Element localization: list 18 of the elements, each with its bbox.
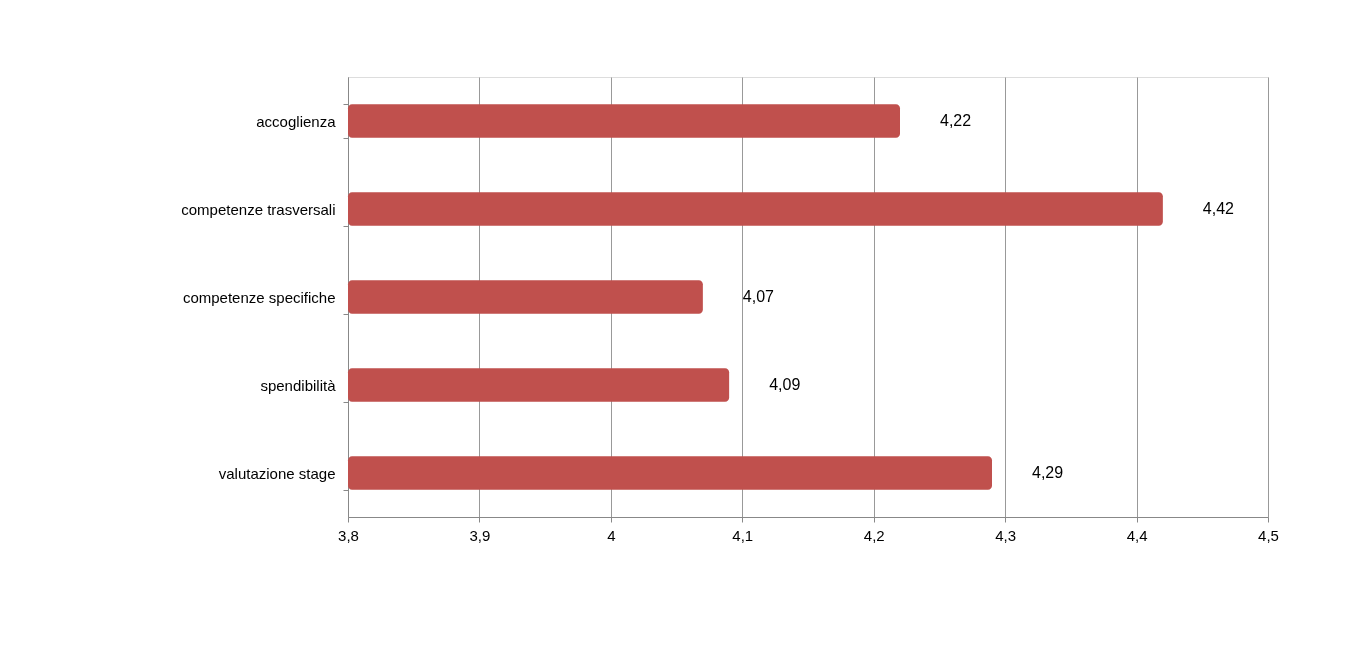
y-tick-label: valutazione stage: [218, 464, 336, 482]
data-label: 4,22: [940, 112, 972, 129]
x-tick-label: 4: [607, 526, 616, 544]
x-tick-label: 4,3: [995, 526, 1017, 544]
x-tick-label: 3,8: [338, 526, 359, 544]
data-label: 4,09: [769, 376, 801, 393]
y-tick-label: competenze trasversali: [181, 200, 336, 218]
y-tick-label: competenze specifiche: [182, 288, 336, 306]
y-tick-label: spendibilità: [260, 376, 337, 394]
data-label: 4,07: [742, 288, 775, 305]
data-label: 4,42: [1202, 200, 1235, 217]
data-label: 4,29: [1032, 464, 1064, 481]
y-tick-label: accoglienza: [256, 112, 337, 130]
x-tick-label: 3,9: [469, 526, 491, 544]
x-tick-label: 4,2: [863, 526, 885, 544]
x-tick-label: 4,1: [732, 526, 754, 544]
x-tick-label: 4,4: [1126, 526, 1148, 544]
x-tick-label: 4,5: [1258, 526, 1279, 544]
